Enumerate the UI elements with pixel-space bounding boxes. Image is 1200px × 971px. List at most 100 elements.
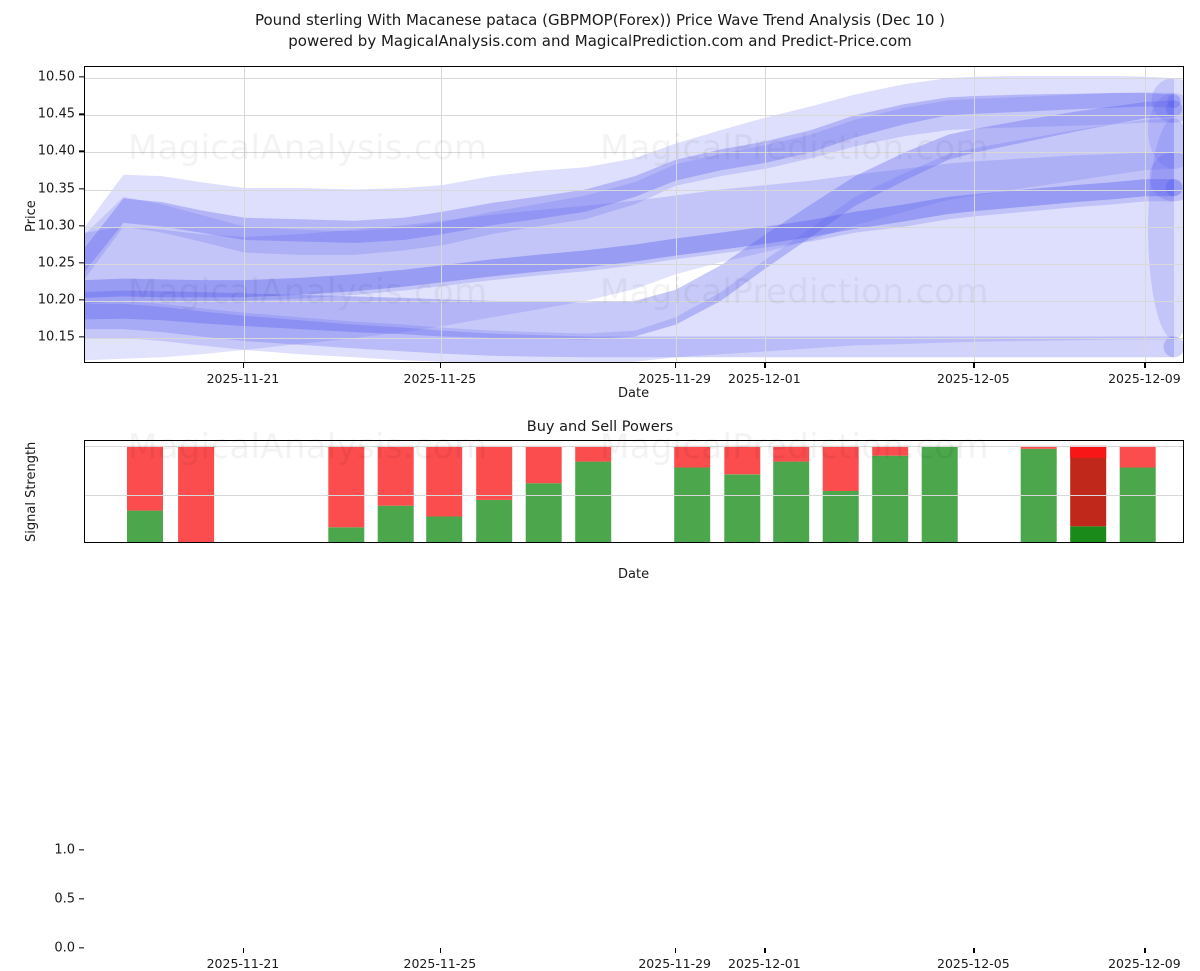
price-band-cap (1151, 78, 1183, 123)
bar-x-tick-label: 2025-11-29 (638, 956, 712, 971)
buy-power-bar (476, 499, 513, 542)
bar-x-tick-mark (764, 948, 766, 953)
sell-power-bar (525, 445, 562, 484)
bar-x-tick-mark (674, 948, 676, 953)
bar-x-tick-mark (1144, 948, 1146, 953)
price-band-cap (1149, 152, 1183, 202)
price-y-tick-mark (79, 113, 84, 115)
price-band-group (85, 75, 1183, 362)
sell-power-bar (178, 445, 215, 542)
price-y-tick-label: 10.40 (37, 143, 75, 159)
price-y-tick-mark (79, 150, 84, 153)
sell-power-bar (872, 445, 909, 456)
price-gridline-h (85, 300, 1183, 302)
price-y-tick-mark (79, 76, 84, 78)
sell-power-bar (377, 445, 414, 506)
price-band-cap (1167, 94, 1181, 108)
price-y-tick-label: 10.35 (37, 181, 75, 196)
price-gridline-v (765, 67, 767, 362)
price-x-tick-mark (764, 363, 766, 368)
price-y-tick-label: 10.50 (37, 69, 75, 85)
price-gridline-h (85, 115, 1183, 117)
sell-power-bar (575, 445, 612, 462)
price-x-tick-mark (1144, 363, 1146, 368)
bar-group (127, 445, 1156, 542)
title-line-1: Pound sterling With Macanese pataca (GBP… (254, 11, 946, 29)
buy-power-bar (724, 474, 761, 542)
price-x-tick-label: 2025-12-05 (937, 371, 1010, 386)
buy-power-bar (426, 516, 463, 542)
price-gridline-h (85, 226, 1183, 228)
bar-x-tick-mark (973, 948, 975, 953)
sell-power-bar (127, 445, 163, 511)
price-gridline-v (243, 67, 245, 362)
price-band (85, 75, 1174, 279)
sell-power-bar (328, 445, 365, 528)
buy-sell-powers-panel: Buy and Sell Powers 0.0 0.5 1.0 2025-11-21… (0, 405, 1200, 971)
price-gridline-h (85, 338, 1183, 339)
price-band-cap (1163, 336, 1183, 358)
buy-power-bar (1119, 467, 1156, 542)
sell-power-bar (773, 445, 810, 462)
bar-y-tick-mark (79, 898, 84, 900)
bar-x-tick-label: 2025-12-05 (937, 956, 1010, 971)
buy-power-bar (674, 467, 711, 542)
title-line-2: powered by MagicalAnalysis.com and Magic… (288, 32, 912, 50)
buy-power-bar (921, 445, 958, 542)
buy-power-bar (328, 527, 365, 542)
bar-chart-title: Buy and Sell Powers (526, 419, 674, 435)
bar-y-tick-mark (79, 947, 84, 949)
price-x-tick-label: 2025-11-21 (206, 371, 280, 386)
chart-page: Pound sterling With Macanese pataca (GBP… (0, 11, 1200, 971)
sell-power-bar (822, 445, 859, 491)
price-gridline-v (675, 67, 677, 362)
bar-x-tick-mark (242, 948, 245, 953)
price-x-tick-mark (973, 363, 975, 368)
price-gridline-v (974, 67, 976, 362)
price-x-axis-title: Date (618, 386, 650, 401)
price-band (85, 100, 1174, 340)
buy-power-bar (127, 510, 163, 542)
price-x-tick-label: 2025-12-09 (1108, 371, 1181, 386)
bar-x-axis-title: Date (618, 567, 650, 582)
price-x-tick-label: 2025-12-01 (728, 371, 801, 386)
sell-power-bar (674, 445, 711, 468)
price-band (85, 303, 1174, 358)
bar-y-tick-mark (79, 849, 84, 851)
price-y-tick-label: 10.25 (37, 255, 75, 271)
buy-power-bar (377, 505, 414, 542)
buy-power-bar (872, 455, 909, 542)
price-gridline-v (1145, 67, 1147, 362)
bar-x-tick-label: 2025-11-25 (403, 956, 477, 971)
buy-power-bar (1070, 526, 1107, 542)
price-plot-area (84, 66, 1184, 363)
bar-y-tick-label: 0.0 (54, 940, 75, 956)
price-y-tick-mark (79, 336, 84, 338)
sell-power-bar (476, 445, 513, 500)
sell-power-bar (1119, 445, 1156, 468)
sell-power-bar (426, 445, 463, 517)
bar-y-axis-title: Signal Strength (24, 441, 39, 542)
buy-power-bar (525, 483, 562, 542)
bar-y-tick-label: 1.0 (54, 842, 75, 858)
price-band-cap (1148, 93, 1183, 169)
price-gridline-h (85, 263, 1183, 265)
price-y-tick-mark (79, 224, 84, 227)
price-x-tick-mark (674, 363, 676, 368)
bar-x-tick-mark (439, 948, 442, 953)
buy-power-bar (575, 461, 612, 542)
price-y-tick-label: 10.20 (37, 292, 75, 308)
price-x-tick-label: 2025-11-29 (638, 371, 712, 386)
price-band-cap (1148, 118, 1183, 340)
price-x-tick-mark (242, 363, 245, 368)
price-y-tick-label: 10.30 (37, 218, 75, 234)
price-x-tick-mark (439, 363, 442, 368)
price-gridline-h (85, 189, 1183, 191)
buy-power-bar (822, 491, 859, 542)
price-y-tick-label: 10.15 (37, 329, 75, 345)
bar-gridline-h (85, 494, 1183, 496)
price-y-tick-label: 10.45 (37, 106, 75, 122)
sell-power-bar (1070, 445, 1107, 527)
price-gridline-v (440, 67, 442, 362)
bar-plot-area (84, 440, 1184, 543)
